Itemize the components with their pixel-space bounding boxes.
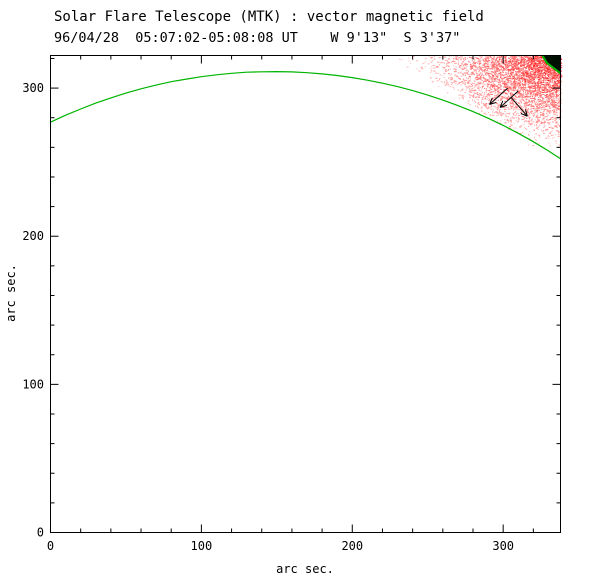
x-axis-label: arc sec. [276, 562, 334, 576]
field-speckles [399, 55, 563, 157]
x-tick-label: 300 [492, 539, 514, 553]
tick-labels: 0 100 200 300 0 100 200 300 [22, 81, 514, 553]
plot-subtitle: 96/04/28 05:07:02-05:08:08 UT W 9'13" S … [54, 30, 461, 46]
y-axis-label: arc sec. [4, 264, 18, 322]
axes-box [50, 55, 561, 533]
plot-title: Solar Flare Telescope (MTK) : vector mag… [54, 9, 484, 25]
x-tick-label: 0 [47, 539, 54, 553]
solar-limb-curve [50, 70, 561, 160]
y-tick-label: 0 [37, 526, 44, 540]
y-tick-label: 300 [22, 81, 44, 95]
corner-green-edge [541, 54, 562, 75]
x-tick-label: 100 [191, 539, 213, 553]
y-tick-label: 200 [22, 229, 44, 243]
y-tick-label: 100 [22, 377, 44, 391]
x-tick-label: 200 [341, 539, 363, 553]
field-vector-arrows [489, 87, 528, 117]
